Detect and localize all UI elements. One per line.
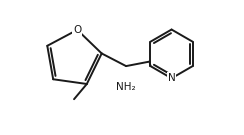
Text: N: N	[168, 73, 175, 83]
Text: NH₂: NH₂	[116, 82, 136, 92]
Text: O: O	[73, 25, 81, 35]
